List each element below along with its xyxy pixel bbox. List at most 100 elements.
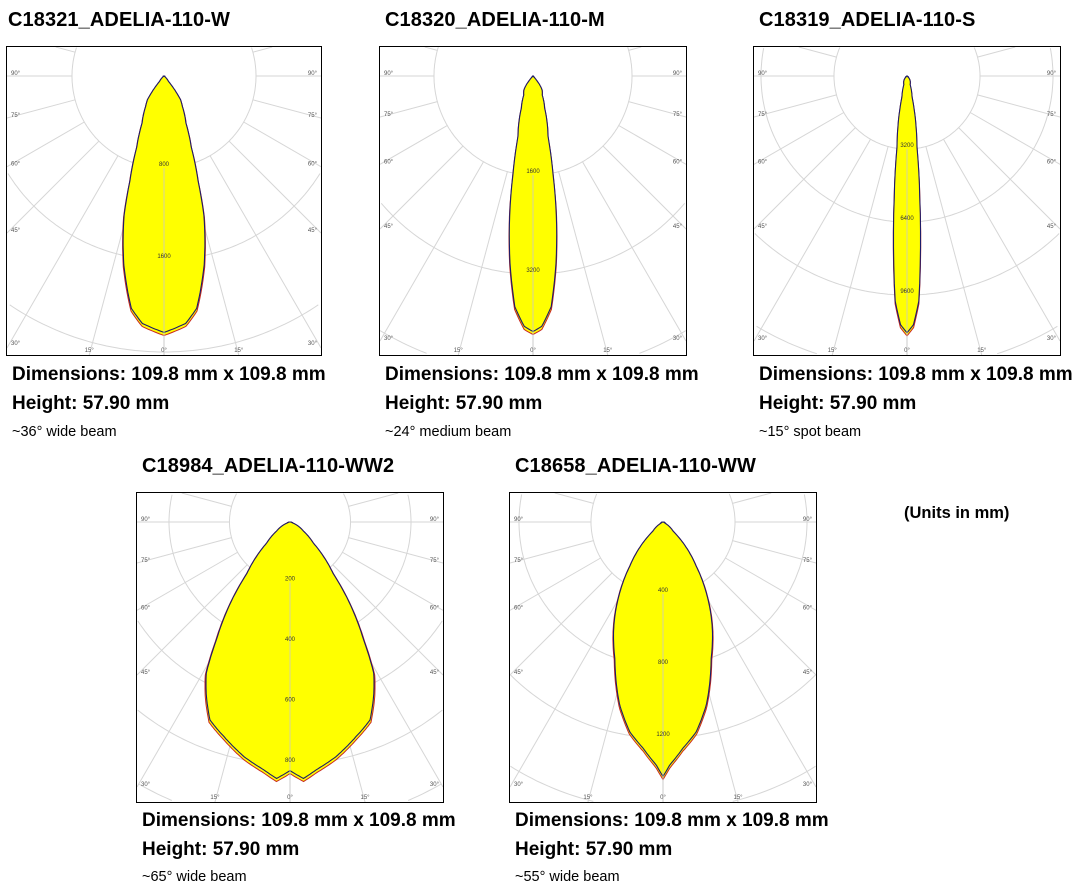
angle-label-right: 60° (308, 162, 318, 168)
grid-ray (732, 540, 816, 564)
grid-ring (433, 47, 533, 176)
angle-label-right: 75° (1047, 112, 1057, 118)
grid-ray (342, 551, 443, 611)
angle-label-right: 60° (673, 159, 683, 165)
angle-label-right: 90° (1047, 71, 1057, 77)
grid-ring (907, 47, 981, 150)
grid-ring (907, 233, 1060, 296)
beam-description: ~55° wide beam (515, 869, 620, 885)
grid-ray (558, 171, 609, 355)
grid-ray (7, 155, 119, 349)
angle-label-right: 30° (430, 782, 440, 788)
grid-ray (380, 161, 484, 342)
angle-label-left: 45° (384, 224, 394, 230)
beam-description: ~65° wide beam (142, 869, 247, 885)
angle-label-bottom: 15° (210, 795, 220, 801)
angle-label-bottom: 0° (904, 348, 910, 354)
ring-label: 1600 (157, 254, 171, 260)
beam-description: ~15° spot beam (759, 424, 862, 440)
grid-ring (754, 233, 907, 296)
grid-ring (833, 47, 907, 150)
height-text: Height: 57.90 mm (12, 393, 170, 414)
ring-label: 3200 (526, 268, 540, 274)
grid-ray (209, 155, 321, 349)
angle-label-left: 30° (514, 782, 524, 788)
angle-label-left: 75° (141, 558, 151, 564)
ring-label: 800 (658, 660, 669, 666)
dimensions-text: Dimensions: 109.8 mm x 109.8 mm (12, 364, 326, 385)
grid-ray (228, 140, 321, 234)
angle-label-right: 60° (1047, 159, 1057, 165)
angle-label-left: 30° (141, 782, 151, 788)
grid-ray (510, 584, 628, 788)
angle-label-right: 75° (803, 558, 813, 564)
angle-label-left: 30° (758, 336, 768, 342)
grid-ring (407, 783, 442, 801)
grid-ray (424, 47, 438, 51)
angle-label-right: 30° (1047, 336, 1057, 342)
grid-ray (754, 127, 856, 230)
grid-ray (977, 47, 1016, 58)
angle-label-left: 60° (384, 159, 394, 165)
grid-ray (243, 121, 321, 168)
beam-description: ~24° medium beam (385, 424, 512, 440)
dimensions-text: Dimensions: 109.8 mm x 109.8 mm (385, 364, 699, 385)
height-text: Height: 57.90 mm (385, 393, 543, 414)
grid-ray (618, 125, 686, 165)
ring-label: 200 (285, 577, 296, 583)
grid-ray (137, 551, 238, 611)
angle-label-bottom: 15° (360, 795, 370, 801)
grid-ray (698, 584, 816, 788)
angle-label-bottom: 15° (603, 348, 613, 354)
angle-label-left: 30° (384, 336, 394, 342)
angle-label-left: 30° (11, 341, 21, 347)
grid-ray (969, 112, 1060, 165)
angle-label-right: 30° (308, 341, 318, 347)
polar-intensity-diagram: 200 400 600 800 90° 90° 75° 75° 60° 60° 45° 45° 30° 3… (136, 492, 444, 803)
grid-ring (510, 765, 594, 802)
beam-description: ~36° wide beam (12, 424, 117, 440)
ring-label: 6400 (900, 216, 914, 222)
polar-intensity-diagram: 1600 3200 90° 90° 75° 75° 60° 60° 45° 45° 30° 30° 15… (379, 46, 687, 356)
grid-ray (457, 171, 508, 355)
angle-label-left: 60° (758, 159, 768, 165)
grid-ray (754, 112, 845, 165)
angle-label-right: 90° (430, 517, 440, 523)
angle-label-bottom: 15° (828, 348, 838, 354)
dimensions-text: Dimensions: 109.8 mm x 109.8 mm (759, 364, 1073, 385)
angle-label-bottom: 15° (234, 348, 244, 354)
ring-label: 800 (285, 758, 296, 764)
angle-label-right: 75° (673, 112, 683, 118)
angle-label-left: 45° (758, 224, 768, 230)
angle-label-left: 60° (514, 605, 524, 611)
angle-label-right: 45° (673, 224, 683, 230)
angle-label-bottom: 15° (733, 795, 743, 801)
ring-label: 1600 (526, 169, 540, 175)
angle-label-bottom: 0° (660, 795, 666, 801)
grid-ray (510, 540, 594, 564)
grid-ray (510, 572, 613, 676)
grid-ring (533, 202, 686, 275)
ring-label: 400 (285, 637, 296, 643)
height-text: Height: 57.90 mm (515, 839, 673, 860)
angle-label-right: 90° (308, 71, 318, 77)
grid-ray (252, 47, 273, 53)
grid-ray (582, 161, 686, 342)
product-title: C18984_ADELIA-110-WW2 (142, 455, 395, 477)
polar-intensity-diagram: 3200 6400 9600 90° 90° 75° 75° 60° 60° 45° 45° 30° 3… (753, 46, 1061, 356)
angle-label-left: 60° (11, 162, 21, 168)
ring-label: 800 (159, 162, 170, 168)
grid-ray (925, 146, 983, 355)
grid-ring (760, 48, 907, 223)
angle-label-bottom: 15° (85, 348, 95, 354)
angle-label-right: 60° (803, 605, 813, 611)
polar-intensity-diagram: 800 1600 90° 90° 75° 75° 60° 60° 45° 45° 30° 30° 15°… (6, 46, 322, 356)
ring-label: 9600 (900, 289, 914, 295)
angle-label-bottom: 0° (287, 795, 293, 801)
angle-label-bottom: 15° (454, 348, 464, 354)
angle-label-bottom: 0° (530, 348, 536, 354)
grid-ray (7, 99, 76, 119)
height-text: Height: 57.90 mm (142, 839, 300, 860)
grid-ray (754, 138, 871, 342)
dimensions-text: Dimensions: 109.8 mm x 109.8 mm (515, 810, 829, 831)
